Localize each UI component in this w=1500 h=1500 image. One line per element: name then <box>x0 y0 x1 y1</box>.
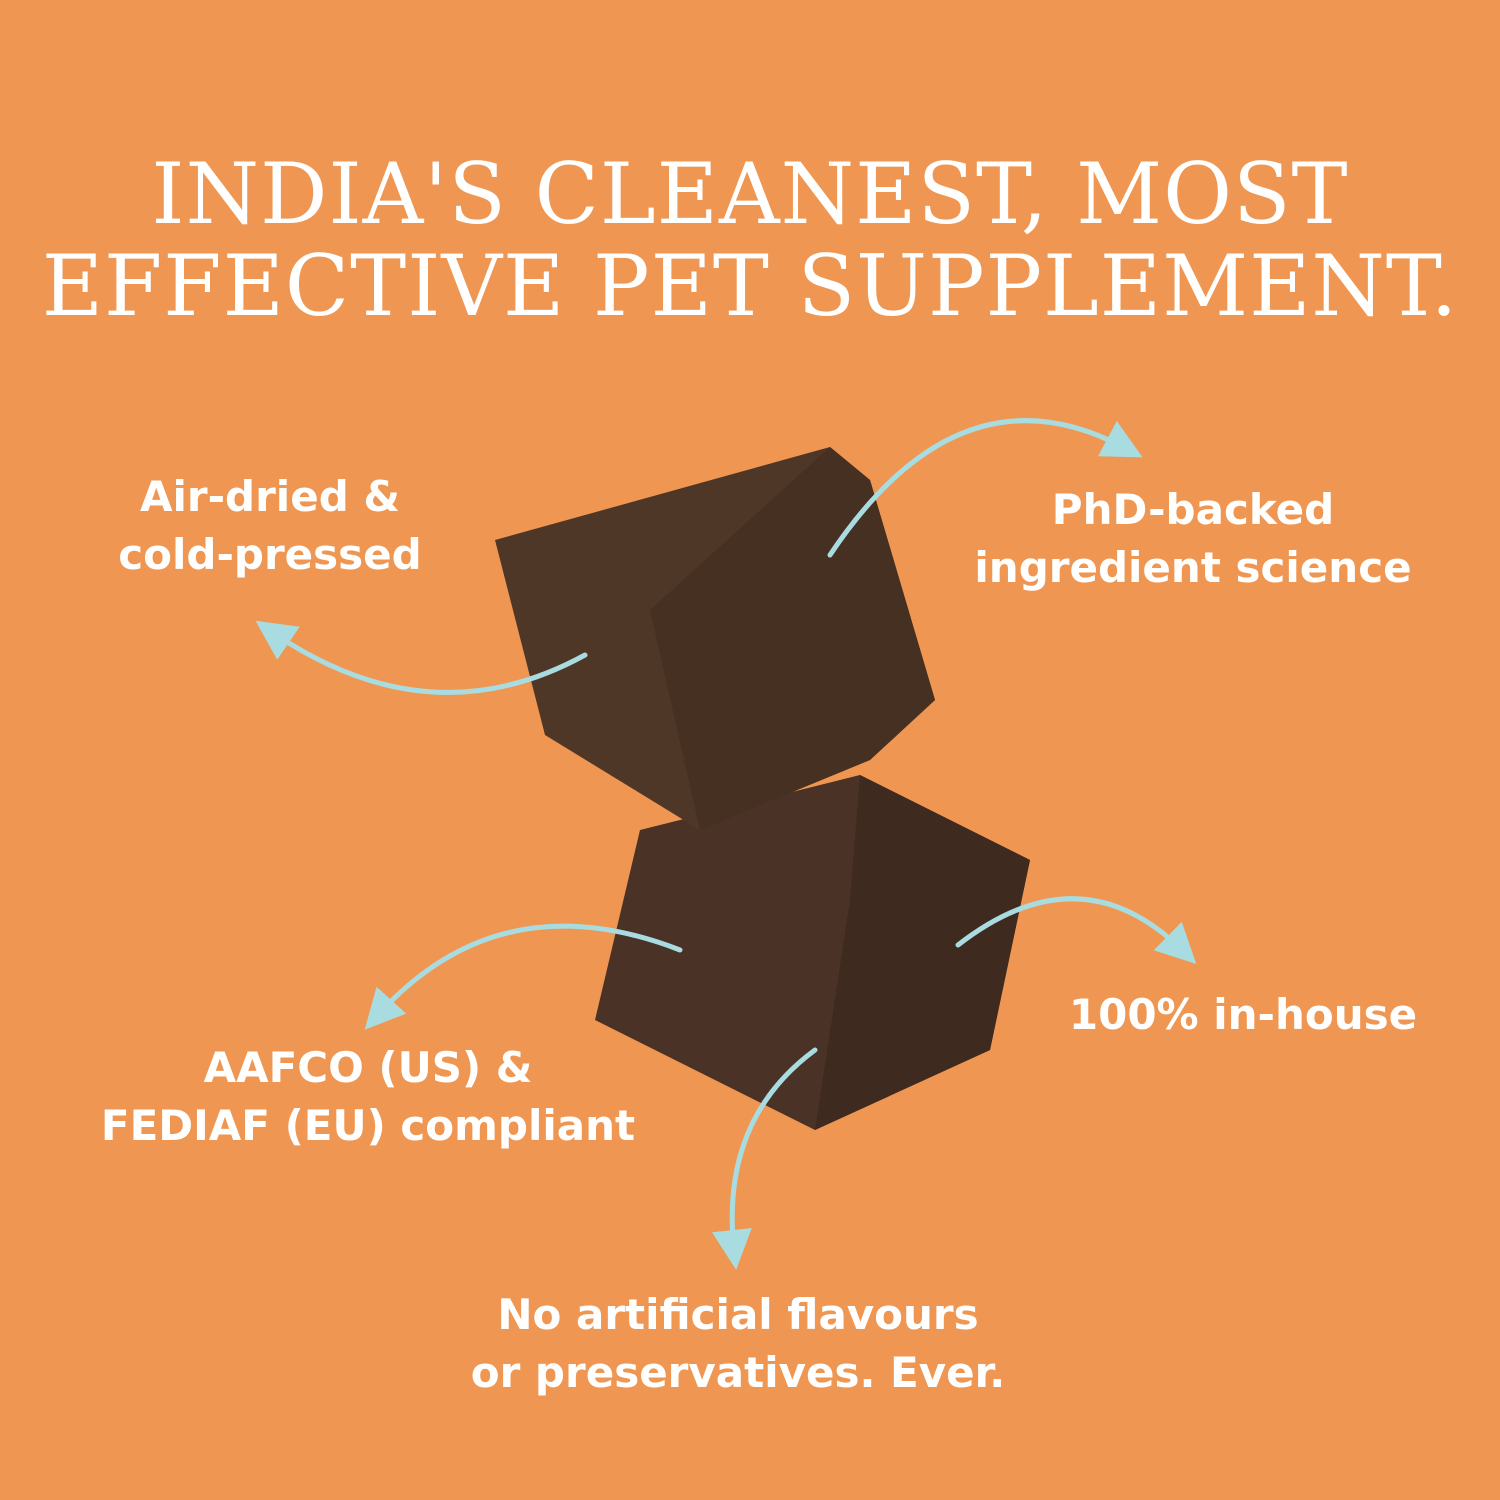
headline-line-1: INDIA'S CLEANEST, MOST <box>151 145 1349 243</box>
feature-text: 100% in-house <box>1068 990 1418 1039</box>
top-chew-cube <box>495 447 935 830</box>
arrow-phd-backed <box>827 418 1143 558</box>
headline-line-2: EFFECTIVE PET SUPPLEMENT. <box>41 237 1459 335</box>
headline: INDIA'S CLEANEST, MOST EFFECTIVE PET SUP… <box>0 148 1500 332</box>
feature-phd-backed: PhD-backed ingredient science <box>974 481 1411 597</box>
arrow-air-dried <box>255 620 588 695</box>
feature-text: No artificial flavours <box>497 1290 979 1339</box>
feature-text: ingredient science <box>974 543 1412 592</box>
feature-no-artificial: No artificial flavours or preservatives.… <box>471 1286 1006 1402</box>
feature-text: or preservatives. Ever. <box>470 1348 1006 1397</box>
feature-aafco-fediaf: AAFCO (US) & FEDIAF (EU) compliant <box>101 1039 635 1155</box>
bottom-chew-cube <box>595 775 1030 1130</box>
arrow-no-artificial <box>711 1047 818 1270</box>
feature-text: Air-dried & <box>139 472 401 521</box>
feature-text: cold-pressed <box>118 530 422 579</box>
feature-text: AAFCO (US) & <box>203 1043 533 1092</box>
feature-text: FEDIAF (EU) compliant <box>100 1101 636 1150</box>
arrow-in-house <box>955 896 1197 964</box>
feature-text: PhD-backed <box>1051 485 1335 534</box>
arrow-aafco <box>364 923 683 1030</box>
feature-air-dried: Air-dried & cold-pressed <box>118 468 421 584</box>
feature-in-house: 100% in-house <box>1069 986 1417 1044</box>
